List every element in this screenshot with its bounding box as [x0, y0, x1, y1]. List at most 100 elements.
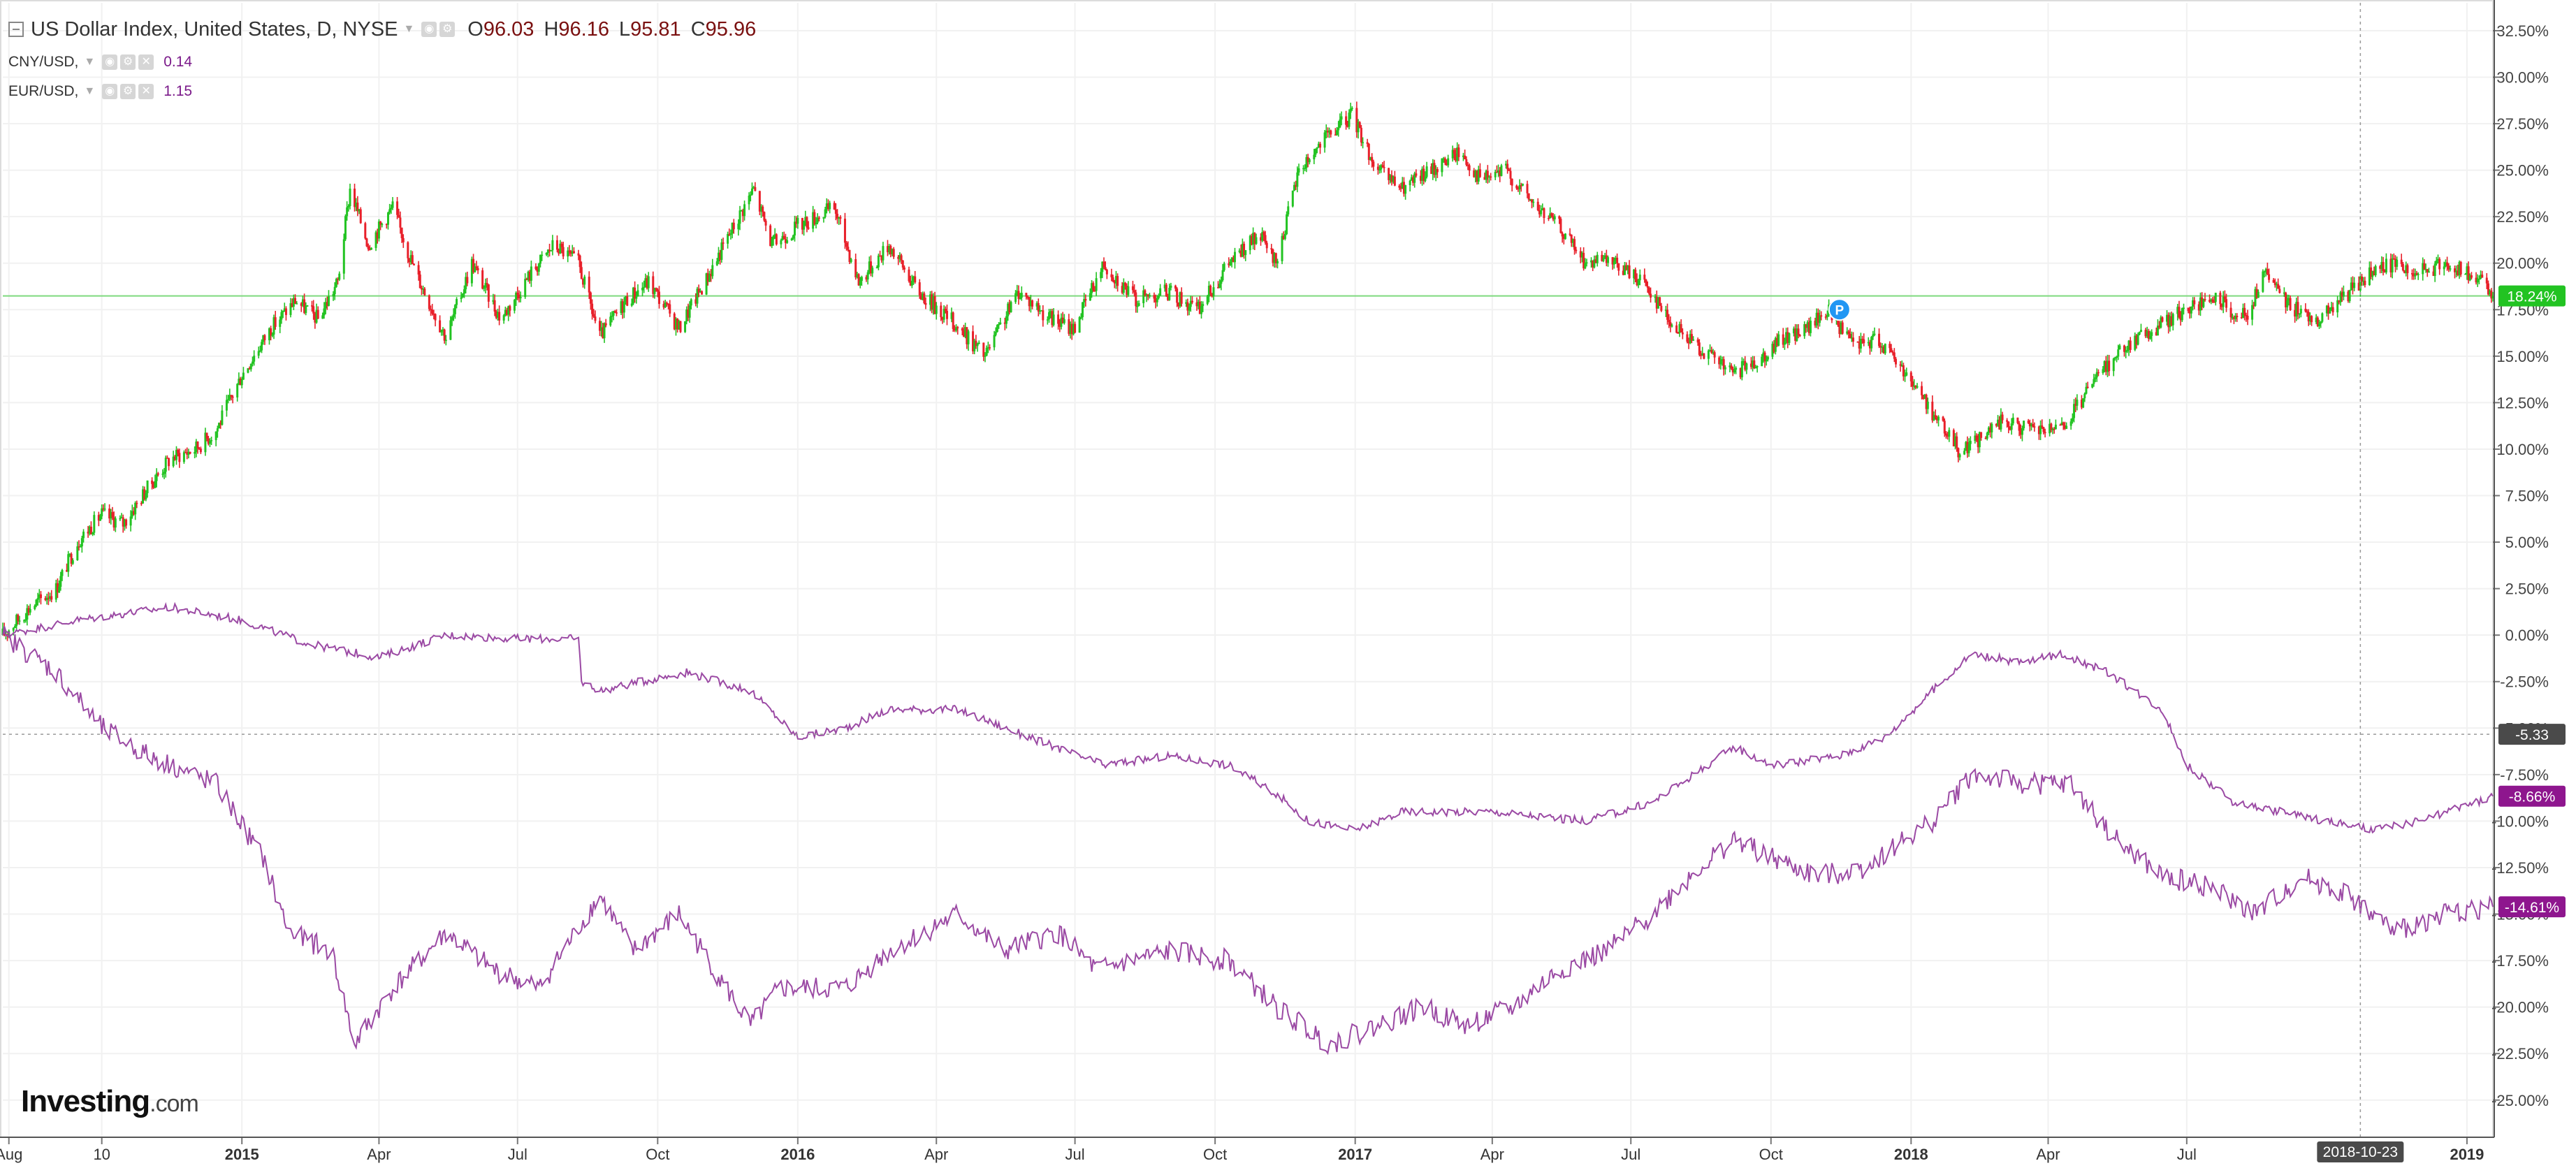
eye-icon[interactable]: ◉ [102, 54, 118, 70]
candle-body [908, 269, 910, 282]
eye-icon[interactable]: ◉ [421, 22, 437, 37]
candle-body [1207, 286, 1210, 297]
chevron-down-icon[interactable]: ▼ [84, 85, 96, 97]
candle-body [2272, 279, 2275, 283]
candle-body [2146, 330, 2148, 337]
candle-body [1900, 365, 1903, 367]
candle-body [17, 615, 20, 621]
candle-body [1526, 184, 1529, 194]
chevron-down-icon[interactable]: ▼ [84, 56, 96, 68]
candle-body [719, 252, 722, 260]
candle-body [1965, 441, 1967, 451]
candle-body [685, 309, 688, 321]
close-icon[interactable]: ✕ [138, 54, 154, 70]
candle-body [2193, 300, 2196, 305]
candle-body [1276, 261, 1279, 263]
candle-body [829, 203, 831, 210]
candle-body [727, 233, 729, 244]
candle-body [2417, 274, 2419, 275]
candle-body [888, 246, 891, 253]
candle-body [2351, 282, 2354, 289]
candle-body [1079, 316, 1082, 319]
candle-body [1007, 303, 1010, 316]
chevron-down-icon[interactable]: ▼ [403, 23, 415, 35]
candle-body [1699, 354, 1702, 356]
candle-body [1261, 232, 1264, 241]
candle-body [136, 502, 138, 504]
candle-body [249, 363, 252, 370]
candle-body [1978, 432, 1981, 448]
candle-body [1762, 352, 1765, 357]
candle-body [1293, 184, 1295, 191]
candle-body [697, 289, 700, 293]
candle-body [2347, 291, 2350, 302]
candle-body [1788, 333, 1791, 343]
candle-body [2086, 386, 2089, 388]
candle-body [358, 209, 361, 212]
legend-cny-label[interactable]: CNY/USD, [8, 54, 79, 70]
candle-body [1180, 292, 1183, 304]
candle-body [2063, 425, 2066, 429]
event-p-icon [1828, 298, 1851, 321]
candle-body [1165, 284, 1167, 297]
candle-body [1650, 293, 1652, 298]
candle-body [2266, 269, 2269, 275]
candle-body [1221, 270, 1224, 281]
candle-body [2382, 262, 2385, 272]
candle-body [690, 299, 692, 306]
candle-body [1622, 270, 1624, 275]
candle-body [1819, 315, 1821, 323]
candle-body [154, 481, 157, 488]
candle-body [1787, 332, 1789, 343]
settings-gear-icon[interactable]: ⚙ [120, 54, 136, 70]
plot-frame [0, 0, 2494, 1138]
candle-body [1520, 184, 1522, 187]
candle-body [1925, 394, 1928, 409]
candle-body [1798, 335, 1801, 337]
candle-body [656, 289, 659, 292]
candle-body [1729, 365, 1731, 367]
candle-body [452, 314, 455, 317]
collapse-box-icon[interactable] [8, 22, 24, 37]
candle-body [2396, 259, 2399, 267]
candle-body [918, 282, 921, 295]
candle-body [1637, 280, 1640, 286]
y-tick-label: -25.00% [2491, 1092, 2549, 1109]
candle-body [1494, 171, 1497, 177]
candle-body [1882, 346, 1885, 353]
candle-body [1937, 416, 1940, 421]
candle-body [545, 252, 548, 255]
candle-body [300, 303, 303, 306]
candle-body [1540, 210, 1543, 214]
candle-body [975, 340, 977, 346]
eye-icon[interactable]: ◉ [102, 84, 118, 99]
candle-body [1794, 328, 1797, 341]
candle-body [783, 235, 785, 240]
event-marker[interactable]: P [1828, 298, 1851, 321]
candle-body [1060, 317, 1063, 327]
candle-body [2135, 335, 2138, 345]
candle-body [1188, 307, 1191, 311]
candle-body [1410, 177, 1413, 181]
legend-main-title[interactable]: US Dollar Index, United States, D, NYSE [31, 17, 398, 41]
candle-body [955, 327, 958, 331]
candle-body [860, 277, 863, 282]
candle-body [2278, 289, 2281, 293]
candle-body [2229, 307, 2232, 318]
candle-body [2362, 280, 2365, 282]
settings-gear-icon[interactable]: ⚙ [439, 22, 456, 37]
investing-logo[interactable]: Investing.com [21, 1084, 199, 1119]
candle-body [1669, 322, 1672, 327]
candle-body [2444, 262, 2447, 267]
candle-body [453, 305, 456, 314]
settings-gear-icon[interactable]: ⚙ [120, 84, 136, 99]
candle-body [1895, 358, 1898, 365]
legend-eur-label[interactable]: EUR/USD, [8, 83, 79, 99]
candle-body [346, 207, 349, 217]
candle-body [354, 189, 356, 207]
candle-body [790, 238, 793, 240]
candle-body [699, 291, 701, 293]
close-icon[interactable]: ✕ [138, 84, 154, 99]
candle-body [439, 320, 442, 333]
